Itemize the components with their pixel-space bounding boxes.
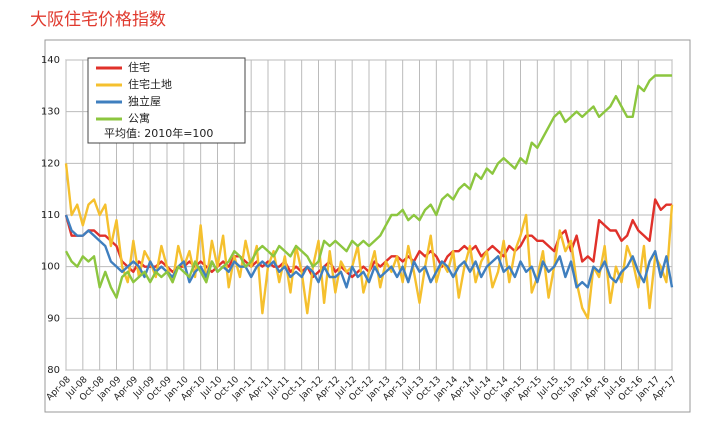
y-tick-label: 80: [47, 365, 60, 376]
legend-label: 独立屋: [128, 94, 161, 108]
y-tick-label: 130: [41, 107, 60, 118]
chart-title: 大阪住宅价格指数: [30, 10, 166, 30]
series-line: [64, 74, 672, 299]
chart-frame: [44, 39, 691, 413]
legend-label: 住宅土地: [128, 77, 172, 91]
series-line: [64, 163, 674, 320]
annotation: 平均值: 2010年=100: [104, 126, 213, 140]
y-tick-label: 140: [41, 55, 60, 66]
legend-label: 住宅: [128, 60, 150, 74]
y-tick-label: 90: [47, 313, 60, 324]
y-tick-label: 100: [41, 262, 60, 273]
y-tick-label: 120: [41, 158, 60, 169]
legend-label: 公寓: [128, 111, 150, 125]
y-tick-label: 110: [41, 210, 60, 221]
